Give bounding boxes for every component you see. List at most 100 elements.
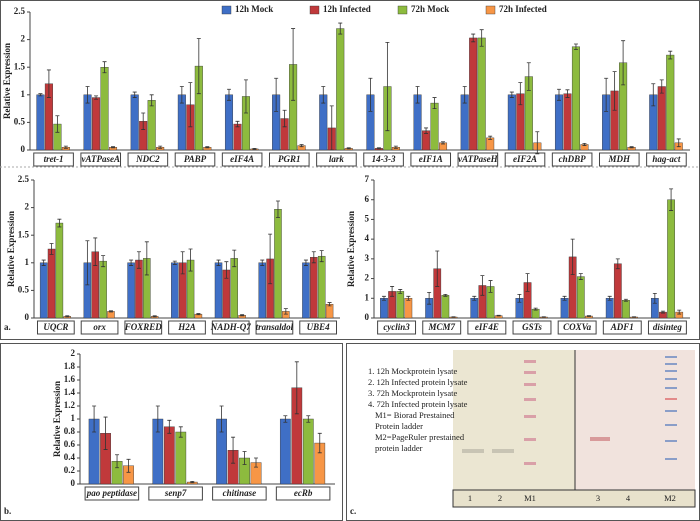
error-bar (652, 292, 657, 304)
legend-swatch (397, 5, 408, 15)
bar (135, 259, 143, 319)
bar (214, 262, 223, 319)
error-bar (424, 127, 429, 134)
error-bar (570, 238, 575, 276)
bar (36, 94, 45, 151)
y-tick-label: 2 (365, 273, 370, 283)
category-box (211, 320, 250, 335)
error-bar (232, 249, 237, 268)
error-bar (179, 86, 184, 104)
error-bar (144, 241, 149, 276)
error-bar (303, 259, 308, 266)
category-box (557, 320, 597, 335)
bar (380, 298, 388, 319)
y-axis-label: Relative Expression (2, 43, 12, 119)
error-bar (338, 22, 343, 35)
error-bar (158, 145, 163, 149)
lane-label: 3 (596, 493, 600, 503)
legend-swatch (221, 5, 232, 15)
category-box (268, 152, 310, 167)
category-box (36, 320, 75, 335)
error-bar (586, 315, 591, 317)
bar (469, 37, 478, 151)
bar (163, 426, 175, 485)
category-box (33, 152, 74, 167)
gel-legend-line: Protein ladder (375, 421, 423, 431)
error-bar (94, 95, 99, 100)
bar (39, 262, 48, 319)
x-tick-label: eIF4E (475, 322, 499, 332)
category-box (422, 320, 462, 335)
category-box (124, 320, 163, 335)
x-tick-label: NADH-Q7 (210, 322, 251, 332)
y-tick-label: 1 (365, 292, 370, 302)
error-bar (381, 295, 386, 301)
gel-legend-line: M1= Biorad Prestained (375, 410, 455, 420)
error-bar (659, 79, 664, 94)
error-bar (196, 38, 201, 95)
error-bar (55, 115, 60, 133)
error-bar (669, 188, 674, 211)
y-tick-label: 0.8 (64, 426, 76, 436)
bar (310, 257, 318, 319)
category-box (551, 152, 593, 167)
x-tick-label: lark (329, 154, 345, 164)
error-bar (660, 310, 665, 314)
x-tick-label: cyclin3 (383, 322, 410, 332)
error-bar (216, 259, 221, 266)
error-bar (103, 416, 108, 450)
y-tick-label: 0.6 (64, 439, 76, 449)
bar (657, 86, 666, 151)
y-tick-label: 7 (365, 174, 370, 184)
error-bar (294, 361, 299, 415)
bar (147, 100, 156, 151)
error-bar (190, 481, 195, 484)
band (590, 437, 610, 441)
error-bar (260, 259, 265, 266)
bar (92, 97, 101, 151)
error-bar (85, 86, 90, 104)
legend-label: 72h Mock (411, 4, 449, 14)
y-tick-label: 1 (71, 413, 76, 423)
error-bar (115, 454, 120, 469)
error-bar (240, 314, 245, 317)
category-box (512, 320, 552, 335)
x-tick-label: hag-act (652, 154, 680, 164)
legend-swatch (485, 5, 496, 15)
gel-legend-line: M2=PageRuler prestained (375, 432, 465, 442)
bar (127, 262, 135, 319)
bar (441, 295, 450, 319)
error-bar (376, 147, 381, 150)
error-bar (243, 79, 248, 114)
error-bar (565, 89, 570, 98)
error-bar (668, 50, 673, 60)
error-bar (651, 83, 656, 107)
error-bar (472, 295, 477, 301)
y-tick-label: 2.5 (14, 6, 26, 16)
y-axis-label: Relative Expression (6, 211, 16, 287)
category-box (598, 152, 640, 167)
error-bar (518, 82, 523, 106)
category-box (84, 486, 140, 501)
gel-legend-line: 2. 12h Infected protein lysate (368, 377, 468, 387)
y-tick-label: 0.2 (64, 465, 76, 475)
error-bar (283, 415, 288, 423)
y-tick-label: 2.5 (18, 174, 30, 184)
y-tick-label: 1.5 (18, 229, 30, 239)
panel-label: c. (350, 506, 356, 516)
error-bar (677, 309, 682, 315)
error-bar (441, 141, 446, 145)
category-box (255, 320, 294, 335)
error-bar (46, 69, 51, 98)
category-box (275, 486, 331, 501)
x-tick-label: ecRb (294, 488, 313, 498)
error-bar (155, 405, 160, 433)
error-bar (615, 258, 620, 270)
bar (666, 54, 675, 151)
error-bar (38, 93, 43, 97)
x-tick-label: GSTs (522, 322, 542, 332)
y-tick-label: 4 (365, 233, 370, 243)
error-bar (57, 218, 62, 228)
x-tick-label: disinteg (653, 322, 683, 332)
bar (563, 93, 572, 151)
